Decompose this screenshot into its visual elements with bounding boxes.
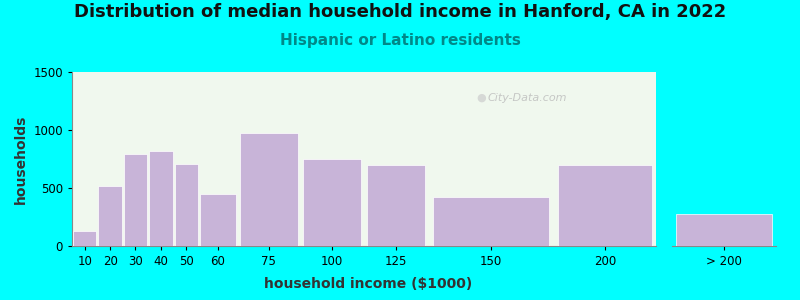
Bar — [676, 214, 772, 246]
Text: Distribution of median household income in Hanford, CA in 2022: Distribution of median household income … — [74, 3, 726, 21]
Bar — [303, 159, 362, 246]
Bar — [433, 197, 550, 246]
Bar — [73, 231, 96, 246]
Bar — [149, 151, 173, 246]
Text: Hispanic or Latino residents: Hispanic or Latino residents — [279, 33, 521, 48]
Text: ●: ● — [476, 93, 486, 103]
Bar — [124, 154, 147, 246]
Text: household income ($1000): household income ($1000) — [264, 277, 472, 291]
Y-axis label: households: households — [14, 114, 28, 204]
Text: City-Data.com: City-Data.com — [488, 93, 567, 103]
Bar — [174, 164, 198, 246]
Bar — [201, 194, 235, 246]
Bar — [558, 165, 652, 246]
Bar — [239, 134, 298, 246]
Bar — [366, 165, 425, 246]
Bar — [98, 186, 122, 246]
